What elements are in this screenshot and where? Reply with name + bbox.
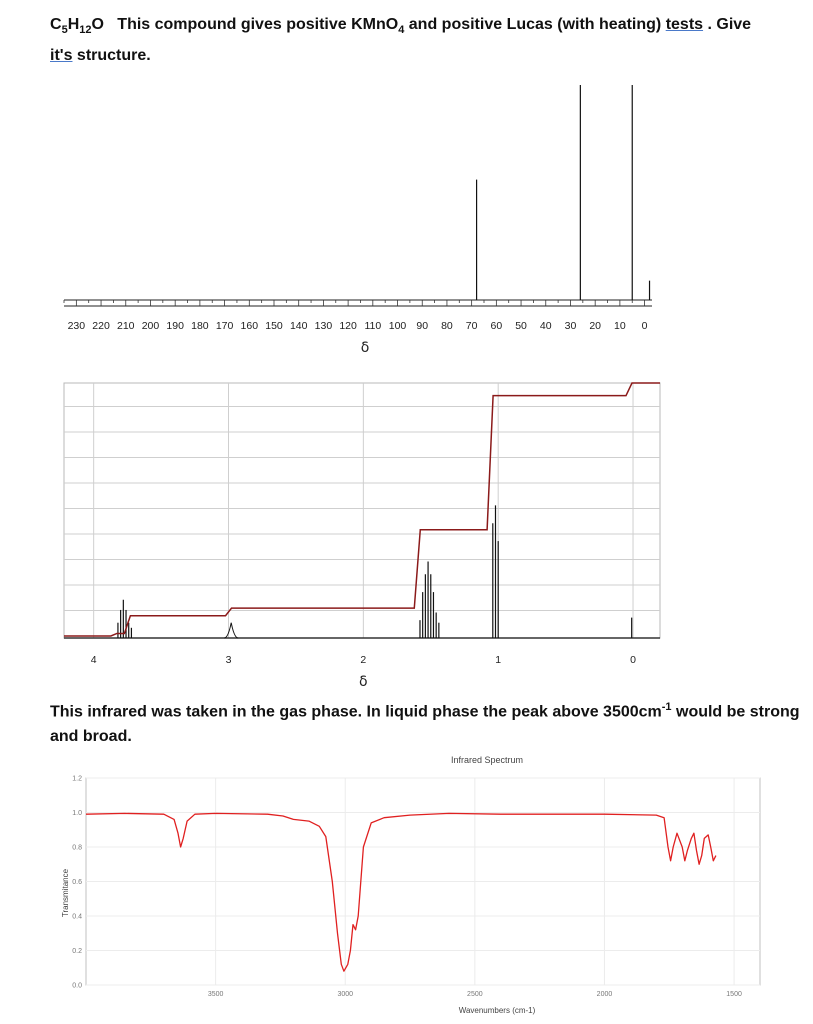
h1-axis-label: δ [359, 674, 368, 690]
question-body: This compound gives positive KMnO [103, 16, 399, 33]
h1-peak [224, 622, 239, 639]
its-word: it's [50, 47, 73, 65]
ir-title: Infrared Spectrum [451, 755, 523, 765]
ir-x-tick-label: 2000 [597, 991, 613, 998]
ir-x-tick-label: 3000 [337, 991, 353, 998]
c13-tick-label: 180 [191, 320, 209, 332]
question-text: C5H12O This compound gives positive KMnO… [50, 12, 800, 68]
ir-spectrum-line [85, 812, 717, 972]
c13-tick-label: 20 [589, 320, 601, 332]
c13-tick-label: 200 [142, 320, 160, 332]
c13-tick-label: 70 [466, 320, 478, 332]
c13-tick-label: 220 [92, 320, 110, 332]
c13-tick-label: 230 [68, 320, 86, 332]
question-middle: and positive Lucas (with heating) [404, 16, 666, 33]
h1-tick-label: 4 [91, 654, 97, 666]
c13-tick-label: 90 [416, 320, 428, 332]
kmno4-subscript: 4 [398, 24, 405, 37]
ir-y-tick-label: 0.8 [72, 845, 82, 852]
c13-tick-label: 10 [614, 320, 626, 332]
ir-y-tick-label: 1.0 [72, 810, 82, 817]
ir-y-tick-label: 1.2 [72, 776, 82, 783]
c13-tick-label: 80 [441, 320, 453, 332]
h1-plot-frame [63, 382, 661, 639]
h1-tick-label: 1 [495, 654, 501, 666]
c13-tick-label: 210 [117, 320, 135, 332]
ir-y-tick-label: 0.2 [72, 948, 82, 955]
question-after: . Give [703, 16, 752, 33]
h1-integration-curve [64, 382, 660, 637]
ir-note-end: would be strong and broad. [50, 703, 800, 746]
ir-x-tick-label: 3500 [208, 991, 224, 998]
c13-tick-label: 60 [491, 320, 503, 332]
h1-tick-label: 3 [226, 654, 232, 666]
c13-tick-label: 130 [315, 320, 333, 332]
c13-tick-label: 190 [166, 320, 184, 332]
c13-tick-label: 120 [339, 320, 357, 332]
ir-y-tick-label: 0.6 [72, 879, 82, 886]
ir-note-superscript: -1 [661, 701, 672, 713]
c13-axis-label: δ [361, 340, 370, 356]
formula: C5H12O [50, 16, 104, 37]
c13-tick-label: 110 [364, 320, 381, 332]
ir-y-tick-label: 0.4 [72, 914, 82, 921]
h1-tick-label: 0 [630, 654, 636, 666]
c13-tick-label: 170 [216, 320, 234, 332]
question-end: structure. [72, 47, 151, 65]
c13-tick-label: 50 [515, 320, 527, 332]
c13-tick-label: 0 [642, 320, 648, 332]
ir-x-axis-label: Wavenumbers (cm-1) [459, 1006, 536, 1015]
ir-x-tick-label: 1500 [726, 991, 742, 998]
tests-word: tests [665, 16, 704, 33]
ir-x-tick-label: 2500 [467, 991, 483, 998]
c13-tick-label: 100 [389, 320, 407, 332]
h1-tick-label: 2 [360, 654, 366, 666]
ir-note-body: This infrared was taken in the gas phase… [50, 703, 662, 721]
c13-tick-label: 30 [565, 320, 577, 332]
c13-tick-label: 150 [265, 320, 283, 332]
ir-y-tick-label: 0.0 [72, 983, 82, 990]
ir-y-axis-label: Transmitance [61, 868, 70, 917]
c13-tick-label: 40 [540, 320, 552, 332]
c13-tick-label: 140 [290, 320, 308, 332]
ir-note: This infrared was taken in the gas phase… [50, 695, 810, 749]
c13-tick-label: 160 [241, 320, 259, 332]
